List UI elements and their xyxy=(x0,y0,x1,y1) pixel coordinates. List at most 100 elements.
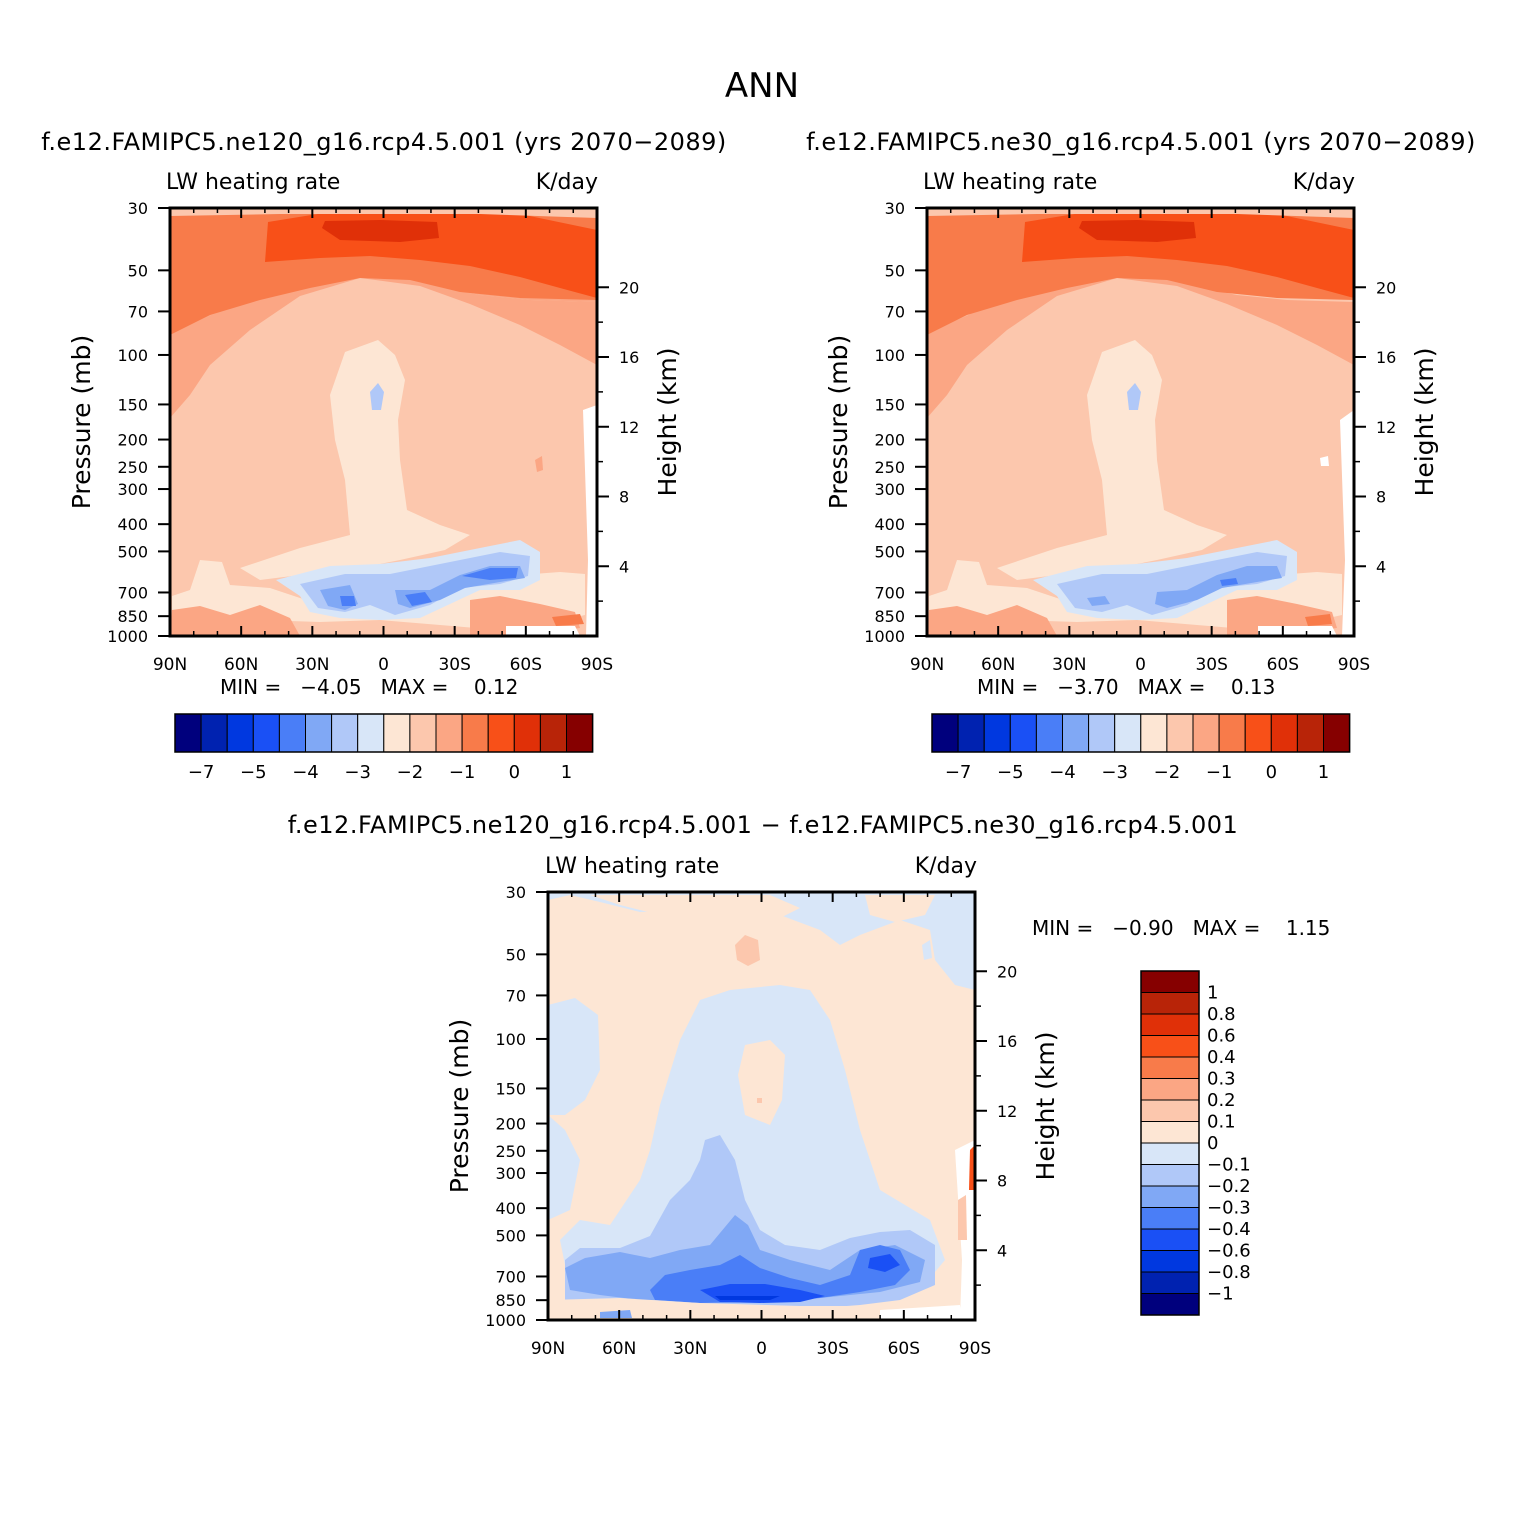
y-tick-label: 400 xyxy=(117,515,148,534)
colorbar-label: 0.2 xyxy=(1207,1090,1236,1111)
y-tick-label: 30 xyxy=(885,199,905,218)
colorbar-label: 1 xyxy=(1318,762,1329,783)
colorbar-box xyxy=(174,713,202,753)
colorbar-label: −2 xyxy=(1154,762,1181,783)
colorbar-label: −4 xyxy=(292,762,319,783)
panel-title: f.e12.FAMIPC5.ne30_g16.rcp4.5.001 (yrs 2… xyxy=(806,128,1476,156)
colorbar-box xyxy=(435,713,463,753)
axis-ticks: 90N 60N 30N 0 30S 60S 90S 30 50 70 100 150 200 250 300… xyxy=(864,199,1396,675)
colorbar-label: −0.3 xyxy=(1207,1198,1251,1219)
colorbar-label: 0.6 xyxy=(1207,1026,1236,1047)
colorbar-box xyxy=(566,713,594,753)
x-tick-label: 30S xyxy=(438,655,470,675)
colorbar-frame xyxy=(174,713,594,753)
colorbar-frame xyxy=(931,713,1351,753)
colorbar-box xyxy=(1140,1293,1200,1316)
y2-tick-label: 12 xyxy=(619,418,639,437)
y-tick-label: 400 xyxy=(495,1199,526,1218)
y-axis-label: Pressure (mb) xyxy=(824,335,853,509)
colorbar-box xyxy=(1140,1013,1200,1036)
x-tick-label: 90N xyxy=(910,655,944,675)
contour-field xyxy=(927,208,1354,636)
x-tick-label: 60S xyxy=(1267,655,1299,675)
colorbar-label: −0.8 xyxy=(1207,1262,1251,1283)
y2-tick-label: 8 xyxy=(619,488,629,507)
y-tick-label: 100 xyxy=(117,346,148,365)
colorbar-label: −0.6 xyxy=(1207,1241,1251,1262)
colorbar-label: 1 xyxy=(561,762,572,783)
x-tick-label: 30S xyxy=(1195,655,1227,675)
colorbar-box xyxy=(1218,713,1246,753)
colorbar-box xyxy=(1140,970,1200,993)
y-tick-label: 850 xyxy=(874,607,905,626)
colorbar: −7 −5 −4 −3 −2 −1 0 1 xyxy=(174,713,594,783)
colorbar-label: 0 xyxy=(509,762,520,783)
colorbar-label: −0.1 xyxy=(1207,1155,1251,1176)
colorbar-box xyxy=(983,713,1011,753)
colorbar-box xyxy=(1166,713,1194,753)
stats-text: MIN = −4.05 MAX = 0.12 xyxy=(220,675,518,699)
y-tick-label: 700 xyxy=(874,583,905,602)
colorbar-box xyxy=(1114,713,1142,753)
colorbar-box xyxy=(1244,713,1272,753)
colorbar: −7 −5 −4 −3 −2 −1 0 1 xyxy=(931,713,1351,783)
x-tick-label: 60N xyxy=(981,655,1015,675)
colorbar: 10.80.60.40.30.20.10−0.1−0.2−0.3−0.4−0.6… xyxy=(1140,970,1251,1316)
y2-tick-label: 4 xyxy=(619,557,629,576)
x-tick-label: 90S xyxy=(1338,655,1370,675)
colorbar-box xyxy=(200,713,228,753)
y-tick-label: 500 xyxy=(495,1226,526,1245)
y-tick-label: 150 xyxy=(874,395,905,414)
colorbar-box xyxy=(1140,1185,1200,1208)
colorbar-box xyxy=(1140,1271,1200,1294)
y-axis-label: Pressure (mb) xyxy=(445,1019,474,1193)
colorbar-label: 0 xyxy=(1207,1133,1218,1154)
y-tick-label: 150 xyxy=(117,395,148,414)
y-tick-label: 200 xyxy=(874,431,905,450)
x-tick-label: 90N xyxy=(153,655,187,675)
colorbar-box xyxy=(487,713,515,753)
colorbar-label: −0.2 xyxy=(1207,1176,1251,1197)
y-tick-label: 50 xyxy=(128,261,148,280)
colorbar-box xyxy=(1088,713,1116,753)
colorbar-label: −7 xyxy=(188,762,215,783)
colorbar-label: 0.4 xyxy=(1207,1047,1236,1068)
y2-axis-label: Height (km) xyxy=(653,348,682,497)
panel-ne30: f.e12.FAMIPC5.ne30_g16.rcp4.5.001 (yrs 2… xyxy=(806,128,1476,783)
colorbar-box xyxy=(1270,713,1298,753)
units-label: K/day xyxy=(915,854,977,879)
y-tick-label: 700 xyxy=(117,583,148,602)
y2-tick-label: 20 xyxy=(1376,278,1396,297)
y-tick-label: 850 xyxy=(495,1291,526,1310)
colorbar-box xyxy=(278,713,306,753)
colorbar-label: −7 xyxy=(945,762,972,783)
colorbar-box xyxy=(1062,713,1090,753)
x-tick-label: 0 xyxy=(1135,655,1146,675)
x-tick-label: 60N xyxy=(224,655,258,675)
y2-tick-label: 8 xyxy=(997,1172,1007,1191)
colorbar-box xyxy=(513,713,541,753)
colorbar-box xyxy=(1140,1078,1200,1101)
y2-tick-label: 20 xyxy=(997,962,1017,981)
colorbar-label: −3 xyxy=(1101,762,1128,783)
colorbar-box xyxy=(409,713,437,753)
y-tick-label: 1000 xyxy=(864,627,905,646)
y-axis-label: Pressure (mb) xyxy=(67,335,96,509)
colorbar-box xyxy=(305,713,333,753)
y-tick-label: 250 xyxy=(874,458,905,477)
x-tick-label: 30N xyxy=(295,655,329,675)
y2-tick-label: 12 xyxy=(1376,418,1396,437)
colorbar-box xyxy=(1140,1121,1200,1144)
colorbar-label: −5 xyxy=(997,762,1024,783)
y2-axis-label: Height (km) xyxy=(1031,1032,1060,1181)
y-tick-label: 400 xyxy=(874,515,905,534)
axis-ticks: 90N 60N 30N 0 30S 60S 90S 30 50 70 100 150 200 250 300… xyxy=(485,883,1017,1359)
colorbar-box xyxy=(1009,713,1037,753)
colorbar-label: −3 xyxy=(344,762,371,783)
colorbar-box xyxy=(1140,1035,1200,1058)
y2-axis-label: Height (km) xyxy=(1410,348,1439,497)
colorbar-box xyxy=(357,713,385,753)
colorbar-label: −5 xyxy=(240,762,267,783)
contour-field xyxy=(548,892,975,1320)
